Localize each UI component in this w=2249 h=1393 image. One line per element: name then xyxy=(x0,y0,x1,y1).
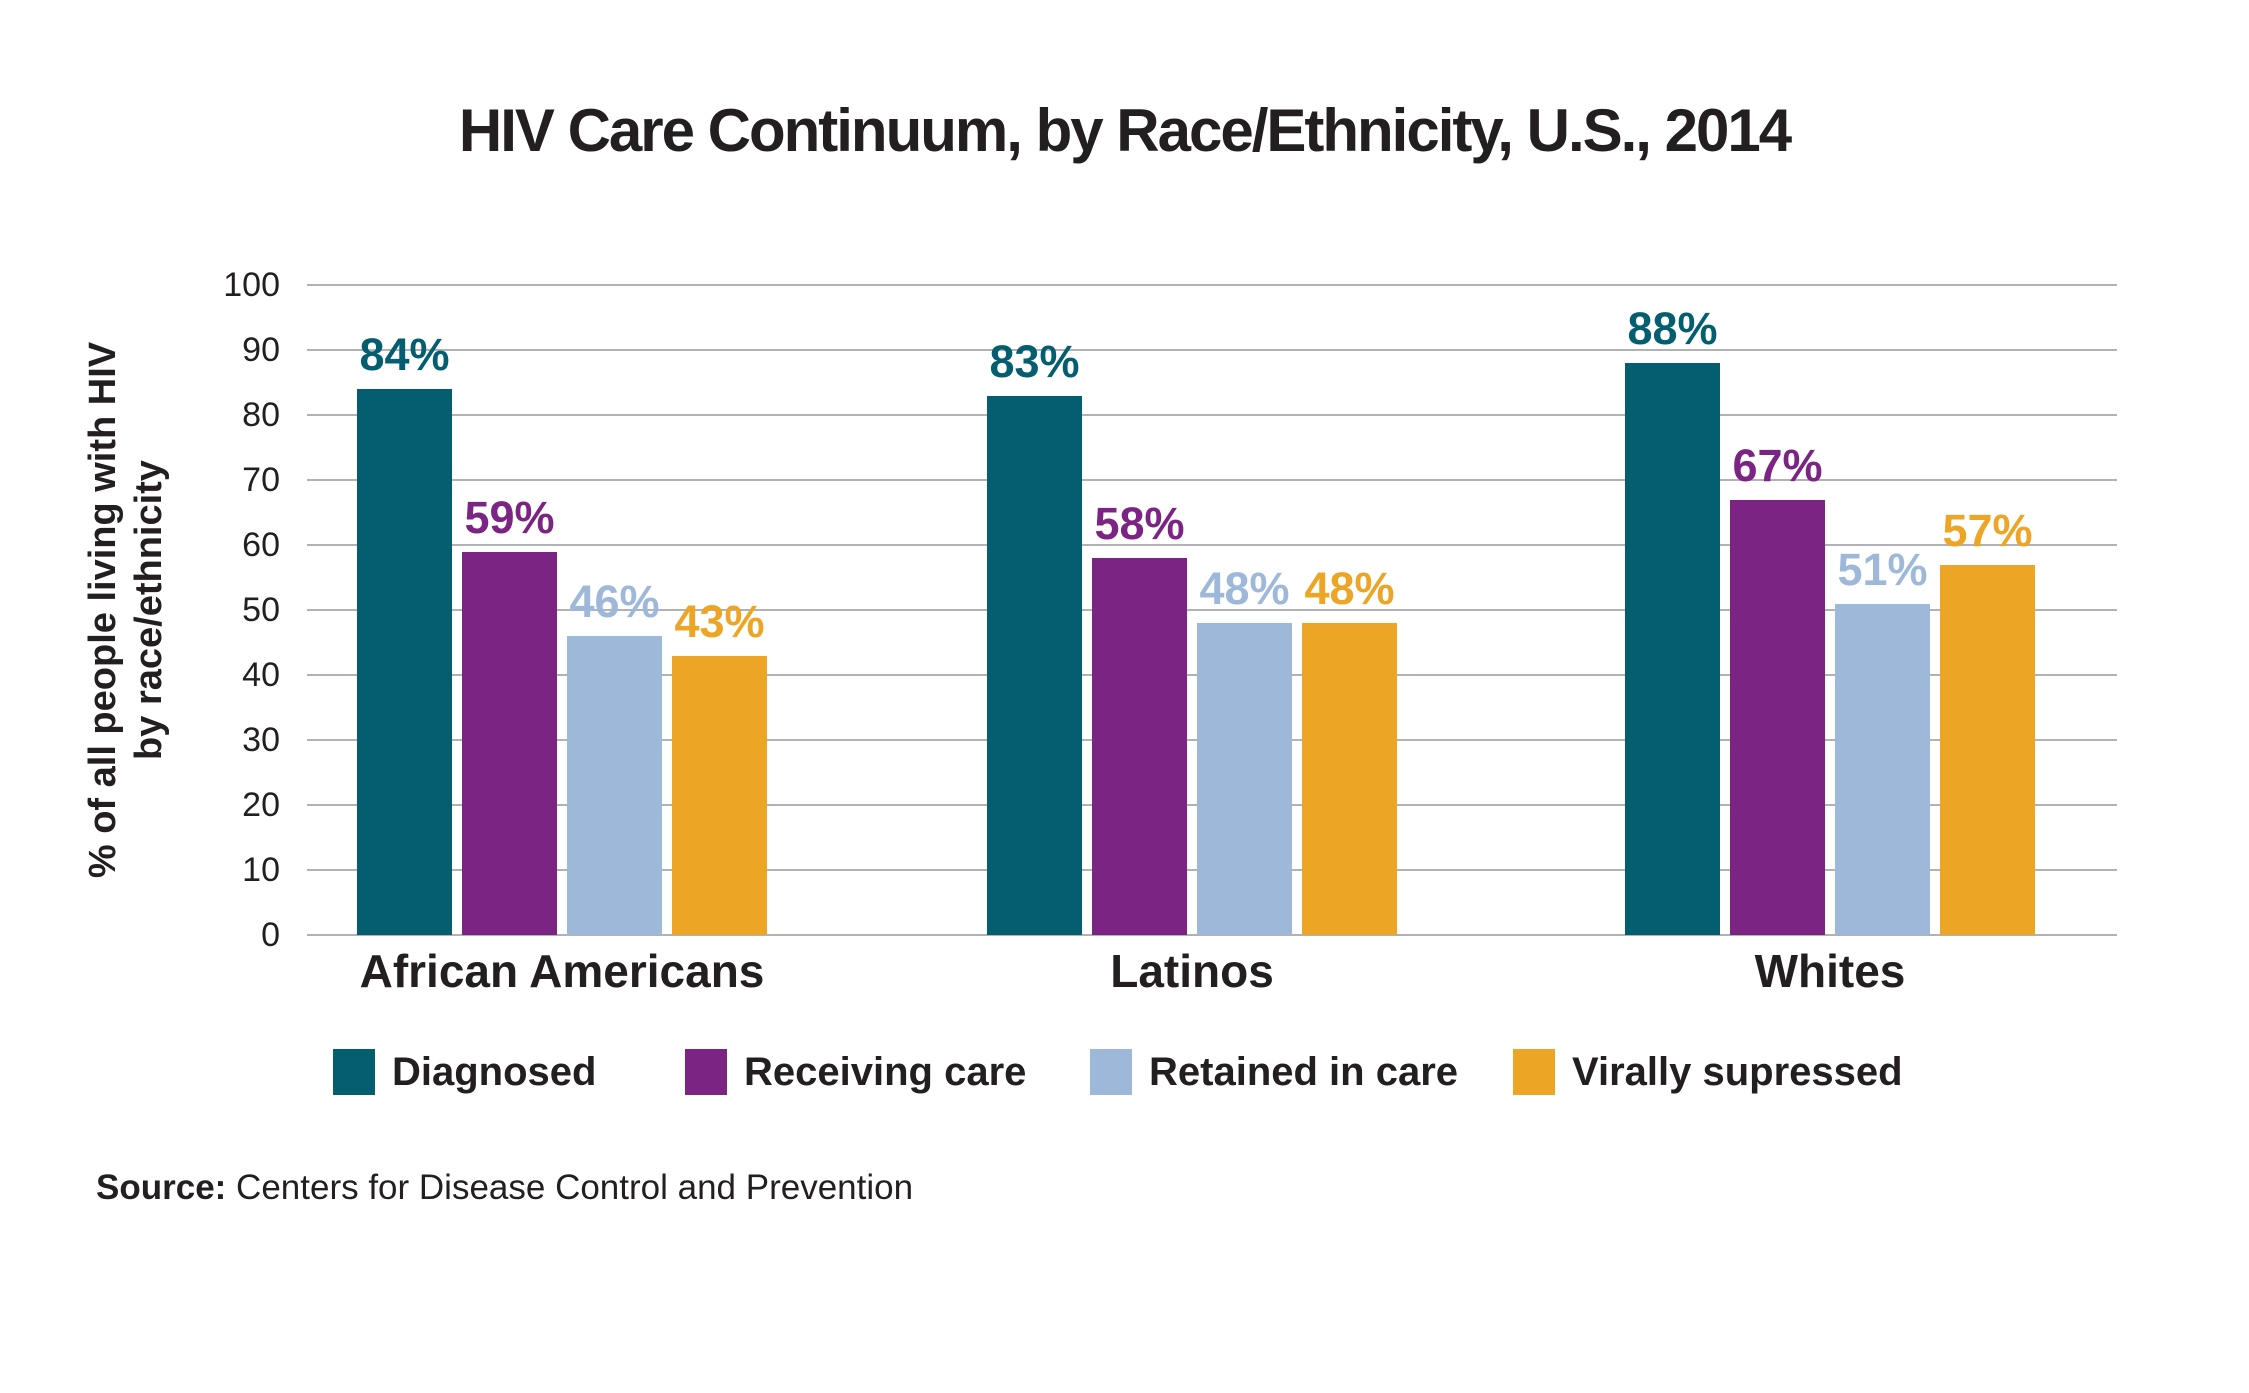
bar xyxy=(1940,564,2035,935)
bar xyxy=(1730,499,1825,935)
gridline xyxy=(307,934,2117,936)
bar-value-label: 57% xyxy=(1942,504,2033,556)
y-tick-label: 70 xyxy=(242,461,280,499)
bar xyxy=(987,395,1082,935)
bar-value-label: 46% xyxy=(569,576,660,627)
legend-swatch xyxy=(685,1049,727,1095)
source-note: Source: Centers for Disease Control and … xyxy=(96,1168,913,1208)
bar-value-label: 58% xyxy=(1094,498,1185,549)
legend-label: Diagnosed xyxy=(392,1049,597,1094)
bar xyxy=(1625,363,1720,935)
gridline xyxy=(307,609,2117,611)
bar xyxy=(357,389,452,935)
bar-value-label: 48% xyxy=(1304,563,1395,614)
legend-item: Retained in care xyxy=(1090,1049,1458,1095)
bar-value-label: 88% xyxy=(1627,303,1718,354)
legend-swatch xyxy=(1513,1049,1555,1095)
legend-item: Receiving care xyxy=(685,1049,1026,1095)
legend-item: Diagnosed xyxy=(333,1049,596,1095)
bar-value-label: 59% xyxy=(464,491,555,543)
gridline xyxy=(307,349,2117,351)
y-tick-label: 0 xyxy=(261,916,280,954)
x-category-label: African Americans xyxy=(359,945,765,997)
legend-swatch xyxy=(1090,1049,1132,1095)
bar-value-label: 84% xyxy=(359,329,450,380)
bar xyxy=(1302,623,1397,935)
bar xyxy=(567,636,662,935)
bar xyxy=(672,655,767,935)
bar-value-label: 83% xyxy=(989,335,1080,387)
y-tick-label: 90 xyxy=(242,331,280,369)
y-tick-label: 50 xyxy=(242,591,280,629)
bar-value-label: 67% xyxy=(1732,439,1823,491)
bar xyxy=(462,551,557,935)
plot-area: 84% 59% 46% 43% 83% 58% 48% 48% 88% 67% 51% 57% xyxy=(307,284,2117,936)
legend-label: Virally supressed xyxy=(1572,1049,1903,1094)
gridline xyxy=(307,479,2117,481)
legend-label: Receiving care xyxy=(744,1049,1027,1094)
x-category-label: Whites xyxy=(1754,945,1906,997)
bar-value-label: 48% xyxy=(1199,563,1290,614)
y-tick-label: 10 xyxy=(242,851,280,889)
legend-swatch xyxy=(333,1049,375,1095)
gridline xyxy=(307,544,2117,546)
y-tick-label: 80 xyxy=(242,396,280,434)
bar-value-label: 51% xyxy=(1837,543,1928,595)
y-tick-label: 30 xyxy=(242,721,280,759)
bar-value-label: 43% xyxy=(674,595,765,647)
legend-label: Retained in care xyxy=(1149,1049,1459,1094)
bar xyxy=(1197,623,1292,935)
x-category-label: Latinos xyxy=(1110,945,1274,997)
y-tick-label: 100 xyxy=(223,266,280,304)
bar xyxy=(1092,558,1187,935)
legend-item: Virally supressed xyxy=(1513,1049,1903,1095)
y-axis-title-line1: % of all people living with HIV xyxy=(82,341,124,879)
y-tick-label: 60 xyxy=(242,526,280,564)
gridline xyxy=(307,414,2117,416)
y-tick-label: 40 xyxy=(242,656,280,694)
y-tick-label: 20 xyxy=(242,786,280,824)
bar xyxy=(1835,603,1930,935)
gridline xyxy=(307,284,2117,286)
chart-title: HIV Care Continuum, by Race/Ethnicity, U… xyxy=(458,97,1792,164)
source-text: Centers for Disease Control and Preventi… xyxy=(236,1168,914,1207)
source-label: Source: xyxy=(96,1168,227,1207)
